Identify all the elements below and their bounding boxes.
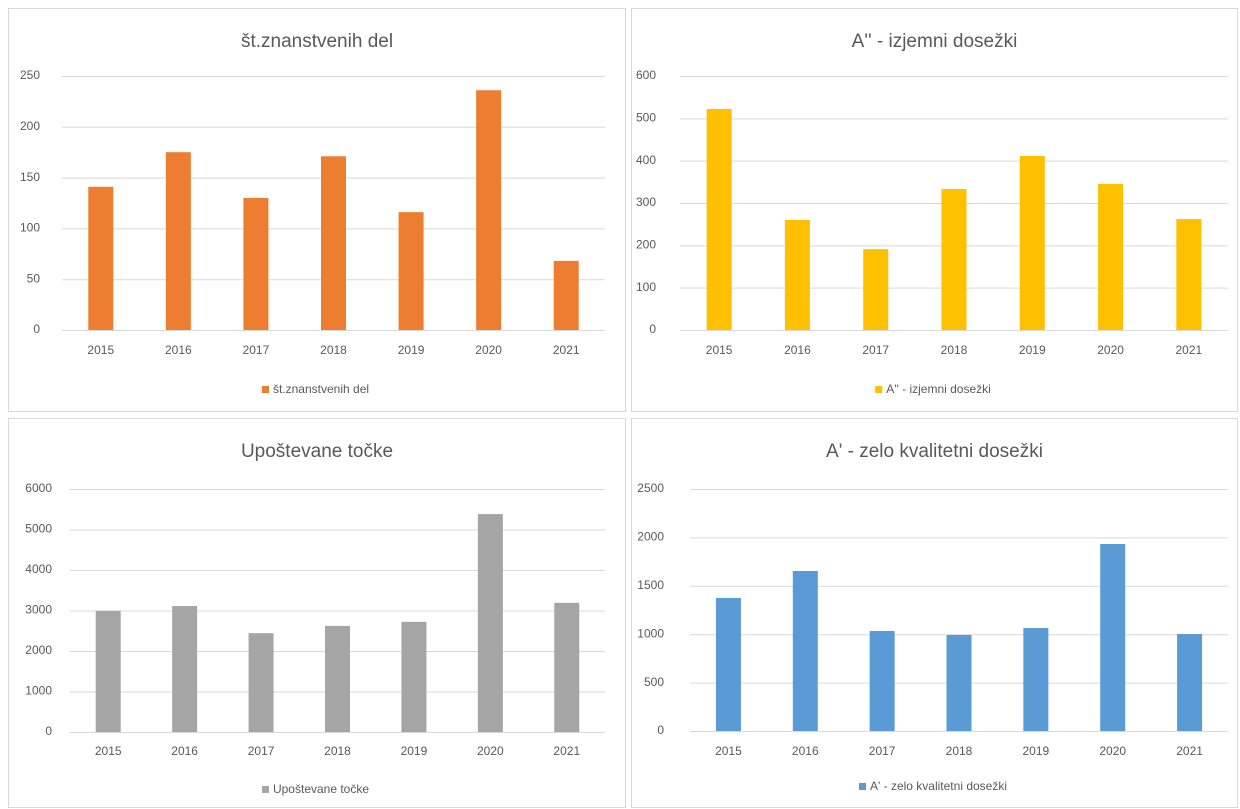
- x-tick-label: 2019: [1023, 744, 1050, 758]
- bar: [941, 189, 967, 330]
- bar: [1176, 219, 1202, 330]
- bar: [88, 186, 114, 330]
- y-tick-label: 0: [657, 723, 664, 737]
- y-tick-label: 600: [636, 68, 656, 82]
- bar: [398, 212, 424, 330]
- y-tick-label: 2000: [637, 530, 664, 544]
- x-tick-label: 2021: [553, 343, 580, 357]
- chart-title: A'' - izjemni dosežki: [852, 31, 1018, 52]
- legend-label: A'' - izjemni dosežki: [886, 382, 991, 396]
- legend-swatch: [261, 786, 269, 793]
- y-tick-label: 3000: [25, 603, 52, 617]
- x-tick-label: 2018: [946, 744, 973, 758]
- bar: [172, 606, 198, 732]
- y-tick-label: 400: [636, 153, 656, 167]
- x-tick-label: 2015: [95, 744, 122, 758]
- chart-title: Upoštevane točke: [241, 441, 393, 462]
- y-tick-label: 100: [636, 280, 656, 294]
- bar: [1019, 156, 1045, 330]
- y-tick-label: 2000: [25, 643, 52, 657]
- x-tick-label: 2020: [475, 343, 502, 357]
- y-tick-label: 500: [636, 111, 656, 125]
- chart-title: št.znanstvenih del: [241, 31, 393, 52]
- x-tick-label: 2019: [398, 343, 425, 357]
- x-tick-label: 2019: [1019, 343, 1046, 357]
- bar: [401, 621, 427, 732]
- x-tick-label: 2017: [869, 744, 896, 758]
- x-tick-label: 2015: [715, 744, 742, 758]
- x-tick-label: 2017: [243, 343, 270, 357]
- y-tick-label: 0: [33, 322, 40, 336]
- x-tick-label: 2017: [862, 343, 889, 357]
- legend-swatch: [875, 386, 883, 393]
- x-tick-label: 2015: [706, 343, 733, 357]
- x-tick-label: 2018: [320, 343, 347, 357]
- bar: [715, 597, 741, 731]
- y-tick-label: 150: [20, 170, 40, 184]
- bar: [321, 156, 346, 330]
- y-tick-label: 4000: [25, 562, 52, 576]
- bar: [869, 631, 895, 731]
- bar: [1098, 183, 1124, 330]
- x-tick-label: 2016: [792, 744, 819, 758]
- x-tick-label: 2017: [248, 744, 275, 758]
- chart-title: A' - zelo kvalitetni dosežki: [826, 441, 1043, 462]
- x-tick-label: 2020: [1097, 343, 1124, 357]
- legend-label: Upoštevane točke: [273, 782, 369, 796]
- bar: [1100, 543, 1126, 731]
- y-tick-label: 50: [27, 271, 41, 285]
- y-tick-label: 1000: [25, 684, 52, 698]
- y-tick-label: 200: [20, 119, 40, 133]
- bar: [706, 109, 732, 331]
- y-tick-label: 2500: [637, 481, 664, 495]
- bar: [554, 602, 580, 732]
- bar: [476, 90, 502, 330]
- y-tick-label: 100: [20, 221, 40, 235]
- x-tick-label: 2021: [1176, 744, 1203, 758]
- y-tick-label: 5000: [25, 522, 52, 536]
- x-tick-label: 2016: [171, 744, 198, 758]
- bar: [248, 633, 274, 732]
- bar: [243, 197, 269, 330]
- x-tick-label: 2018: [941, 343, 968, 357]
- bar: [792, 570, 818, 731]
- legend-label: št.znanstvenih del: [273, 382, 369, 396]
- bar: [1177, 634, 1203, 731]
- x-tick-label: 2015: [87, 343, 114, 357]
- legend-swatch: [858, 783, 866, 790]
- panel: [631, 8, 1238, 412]
- y-tick-label: 1500: [637, 578, 664, 592]
- y-tick-label: 6000: [25, 481, 52, 495]
- x-tick-label: 2019: [401, 744, 428, 758]
- y-tick-label: 500: [644, 675, 664, 689]
- legend-swatch: [261, 386, 269, 393]
- y-tick-label: 200: [636, 238, 656, 252]
- x-tick-label: 2021: [1176, 343, 1203, 357]
- bar: [784, 219, 810, 330]
- x-tick-label: 2016: [784, 343, 811, 357]
- x-tick-label: 2018: [324, 744, 351, 758]
- legend-label: A' - zelo kvalitetni dosežki: [870, 779, 1007, 793]
- x-tick-label: 2016: [165, 343, 192, 357]
- y-tick-label: 300: [636, 195, 656, 209]
- bar: [863, 249, 889, 330]
- x-tick-label: 2021: [553, 744, 580, 758]
- y-tick-label: 1000: [637, 626, 664, 640]
- bar: [165, 152, 191, 330]
- bar: [325, 625, 350, 732]
- y-tick-label: 0: [649, 322, 656, 336]
- bar: [553, 260, 579, 330]
- x-tick-label: 2020: [477, 744, 504, 758]
- bar: [946, 634, 972, 731]
- bar: [95, 610, 121, 732]
- bar: [477, 514, 503, 732]
- x-tick-label: 2020: [1099, 744, 1126, 758]
- y-tick-label: 250: [20, 68, 40, 82]
- y-tick-label: 0: [45, 724, 52, 738]
- bar: [1023, 628, 1049, 731]
